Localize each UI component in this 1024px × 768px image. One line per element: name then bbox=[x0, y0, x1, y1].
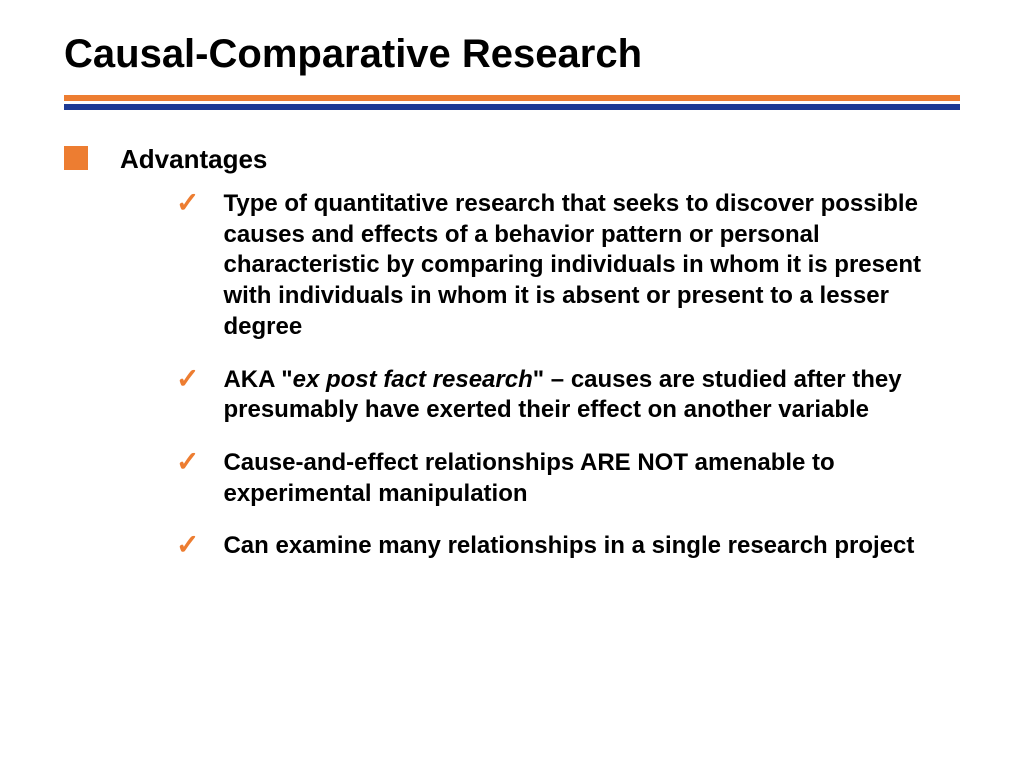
slide: Causal-Comparative Research Advantages ✓… bbox=[0, 0, 1024, 768]
checkmark-icon: ✓ bbox=[176, 367, 199, 391]
checkmark-icon: ✓ bbox=[176, 191, 199, 215]
checkmark-icon: ✓ bbox=[176, 533, 199, 557]
point-text: Type of quantitative research that seeks… bbox=[223, 189, 960, 343]
point-text: Can examine many relationships in a sing… bbox=[223, 531, 914, 562]
point-pre: Cause-and-effect relationships ARE NOT a… bbox=[223, 449, 834, 507]
checkmark-icon: ✓ bbox=[176, 450, 199, 474]
list-item: ✓ Can examine many relationships in a si… bbox=[176, 531, 960, 562]
square-bullet-icon bbox=[64, 146, 88, 170]
point-pre: Can examine many relationships in a sing… bbox=[223, 532, 914, 559]
divider-bottom-bar bbox=[64, 104, 960, 110]
point-text: AKA "ex post fact research" – causes are… bbox=[223, 365, 960, 426]
list-item: ✓ Cause-and-effect relationships ARE NOT… bbox=[176, 448, 960, 509]
divider bbox=[64, 95, 960, 110]
point-italic: ex post fact research bbox=[293, 366, 533, 393]
section-heading-row: Advantages bbox=[64, 144, 960, 175]
points-list: ✓ Type of quantitative research that see… bbox=[64, 189, 960, 562]
point-pre: AKA " bbox=[223, 366, 292, 393]
point-pre: Type of quantitative research that seeks… bbox=[223, 190, 921, 340]
list-item: ✓ Type of quantitative research that see… bbox=[176, 189, 960, 343]
section-heading: Advantages bbox=[120, 144, 267, 175]
slide-title: Causal-Comparative Research bbox=[64, 32, 960, 77]
list-item: ✓ AKA "ex post fact research" – causes a… bbox=[176, 365, 960, 426]
point-text: Cause-and-effect relationships ARE NOT a… bbox=[223, 448, 960, 509]
